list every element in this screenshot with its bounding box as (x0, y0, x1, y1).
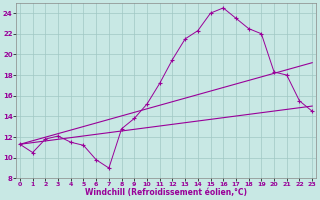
X-axis label: Windchill (Refroidissement éolien,°C): Windchill (Refroidissement éolien,°C) (85, 188, 247, 197)
